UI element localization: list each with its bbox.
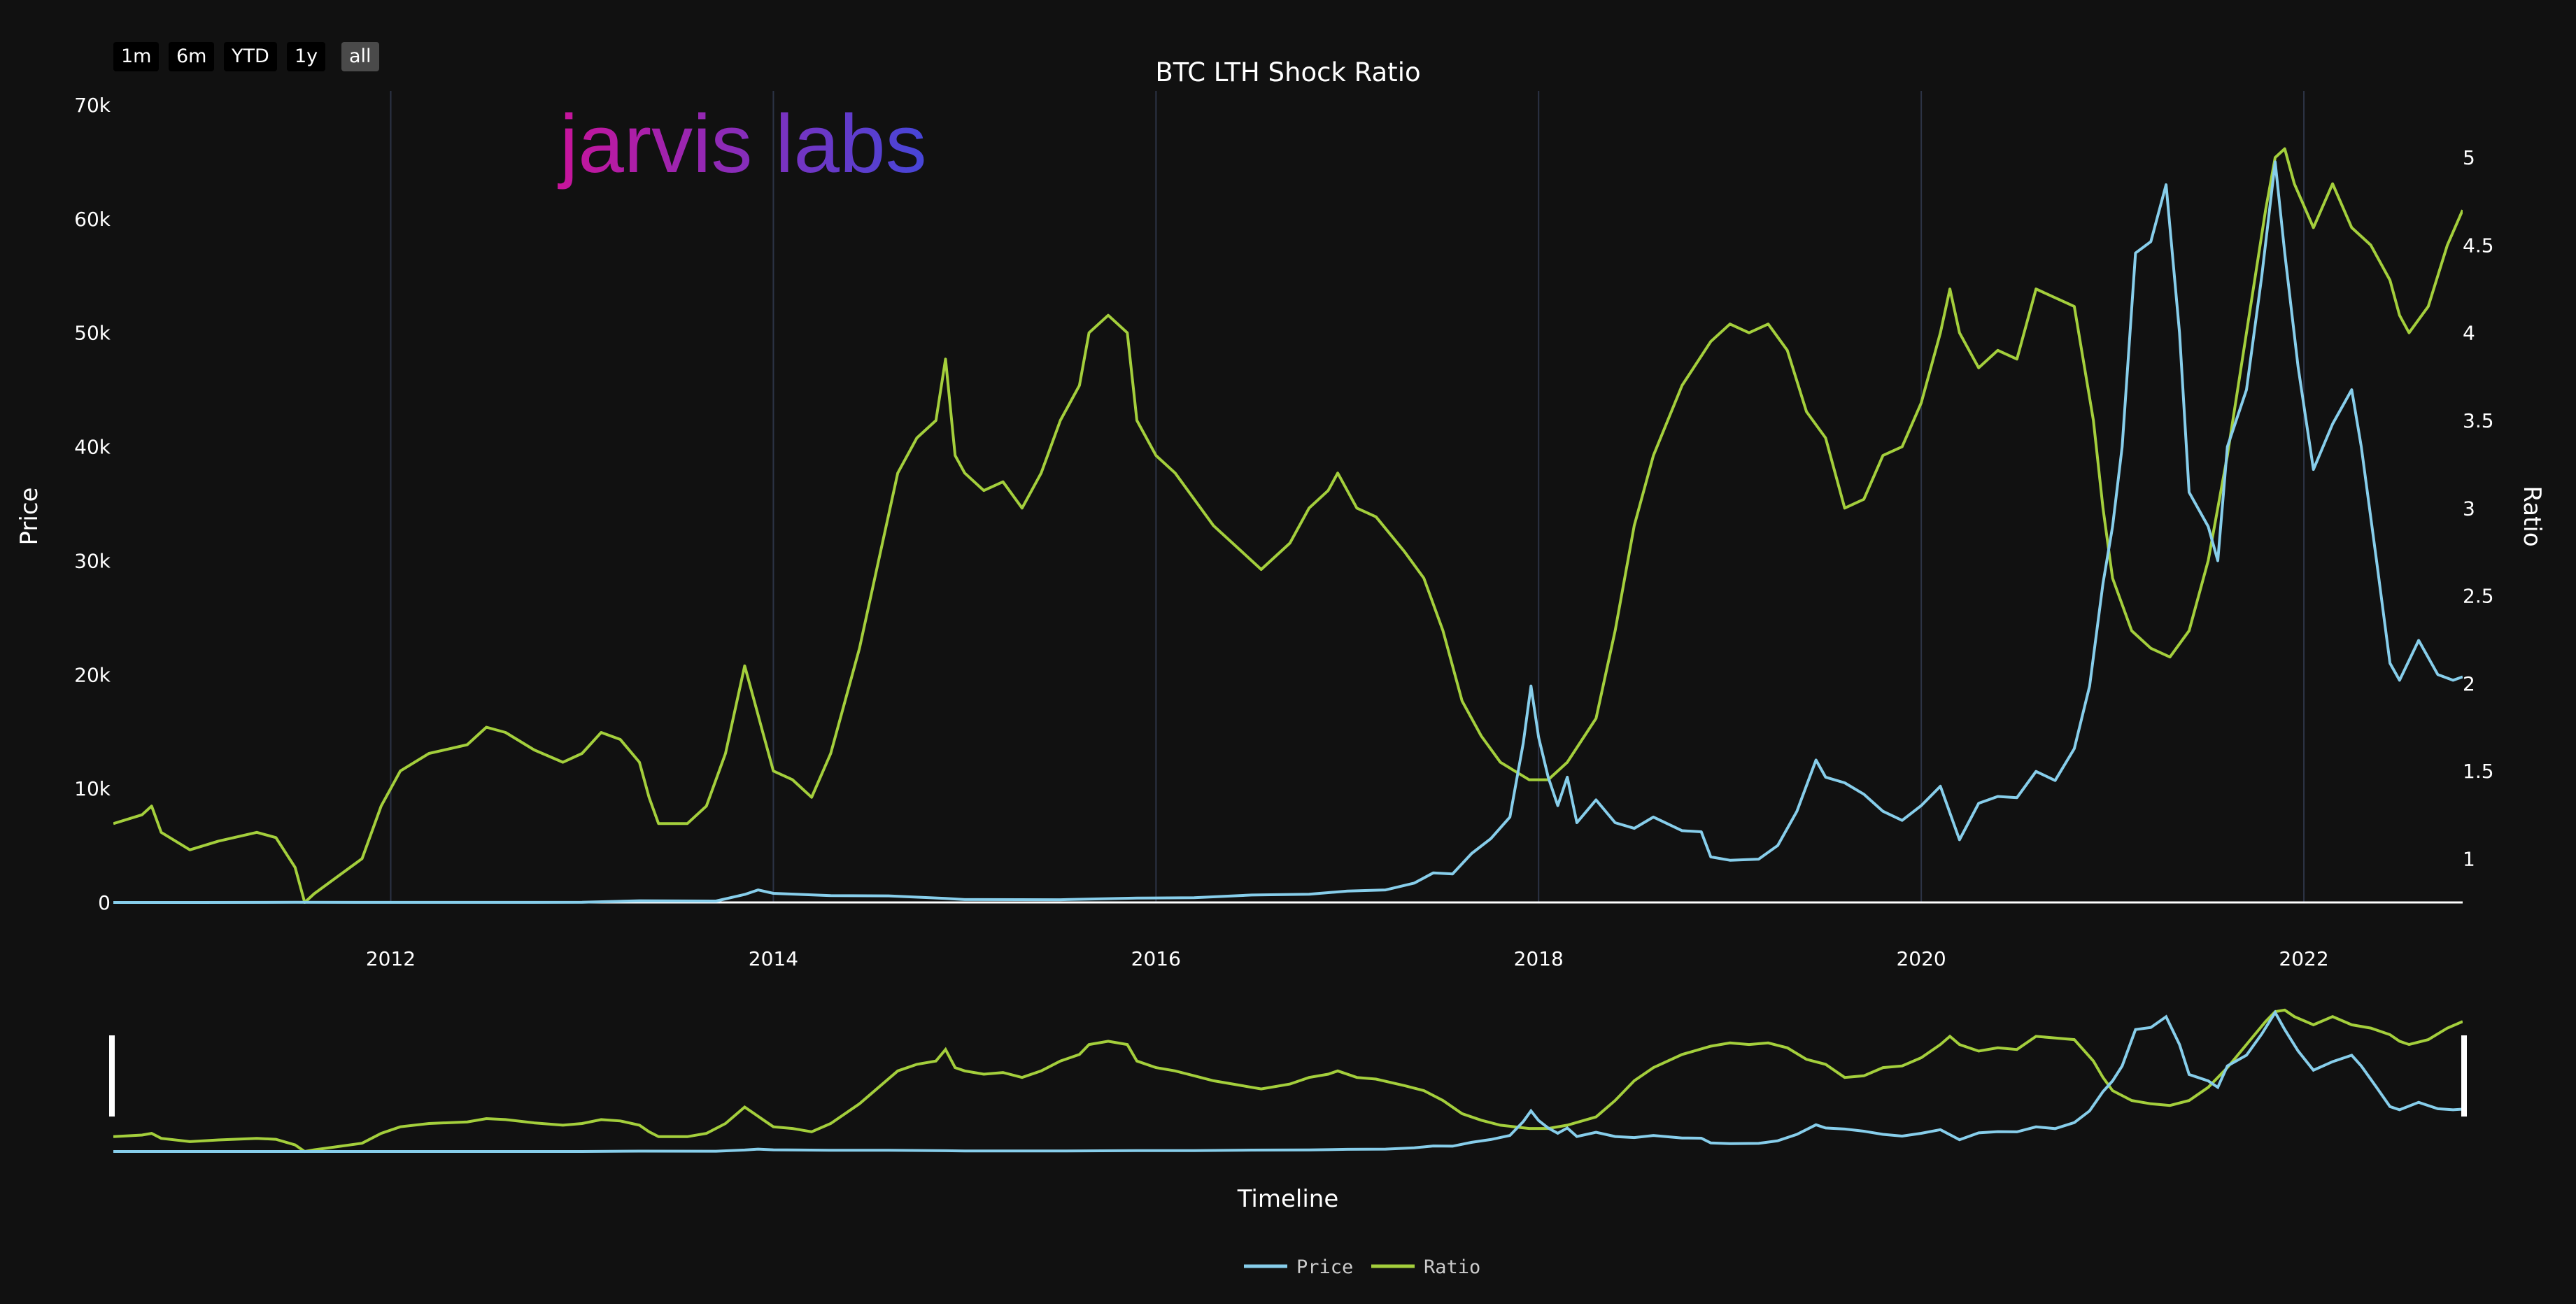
legend-label-price: Price — [1296, 1256, 1353, 1278]
range-slider[interactable] — [113, 1008, 2463, 1154]
y-axis-title: Price — [15, 488, 43, 546]
y2-tick-label: 4 — [2463, 322, 2475, 345]
legend-item-ratio[interactable]: Ratio — [1371, 1256, 1480, 1278]
y-tick-label: 30k — [74, 549, 111, 572]
legend: Price Ratio — [1244, 1256, 1480, 1278]
x-axis-title: Timeline — [1237, 1185, 1339, 1213]
y2-tick-label: 2 — [2463, 672, 2475, 695]
y-tick-label: 50k — [74, 322, 111, 345]
y2-tick-label: 1 — [2463, 847, 2475, 870]
y-tick-label: 0 — [98, 891, 111, 914]
x-tick-label: 2012 — [366, 947, 416, 970]
slider-line-price — [113, 1009, 2463, 1153]
chart-title: BTC LTH Shock Ratio — [1155, 57, 1420, 87]
axes-layer: 2012 2014 2016 2018 2020 2022 0 10k 20k 30k 40k 50k… — [74, 94, 2493, 970]
y-tick-label: 40k — [74, 436, 111, 459]
range-button-ytd[interactable]: YTD — [224, 42, 277, 71]
y2-tick-label: 2.5 — [2463, 585, 2494, 608]
x-tick-label: 2022 — [2279, 947, 2328, 970]
y-tick-label: 60k — [74, 208, 111, 231]
y2-tick-label: 3 — [2463, 497, 2475, 520]
y2-tick-label: 1.5 — [2463, 760, 2494, 783]
x-tick-label: 2020 — [1896, 947, 1946, 970]
y-tick-label: 10k — [74, 777, 111, 800]
range-button-6m[interactable]: 6m — [169, 42, 215, 71]
range-button-all[interactable]: all — [341, 42, 379, 71]
x-tick-label: 2014 — [749, 947, 798, 970]
range-button-1y[interactable]: 1y — [287, 42, 326, 71]
slider-line-ratio — [113, 1008, 2463, 1154]
grid-layer — [113, 91, 2463, 904]
plot-area[interactable] — [113, 147, 2463, 904]
range-button-1m[interactable]: 1m — [113, 42, 160, 71]
legend-label-ratio: Ratio — [1424, 1256, 1480, 1278]
range-slider-handle-left[interactable] — [109, 1035, 115, 1117]
x-tick-label: 2016 — [1131, 947, 1181, 970]
legend-item-price[interactable]: Price — [1244, 1256, 1353, 1278]
y2-tick-label: 4.5 — [2463, 234, 2494, 257]
logo: jarvis labs — [558, 98, 927, 190]
y2-axis-title: Ratio — [2518, 486, 2546, 546]
series-line-price — [113, 160, 2463, 904]
y2-tick-label: 5 — [2463, 146, 2475, 169]
y-tick-label: 70k — [74, 94, 111, 117]
range-slider-handle-right[interactable] — [2461, 1035, 2467, 1117]
y-tick-label: 20k — [74, 663, 111, 686]
y2-tick-label: 3.5 — [2463, 409, 2494, 432]
series-line-ratio — [113, 147, 2463, 904]
x-tick-label: 2018 — [1514, 947, 1564, 970]
